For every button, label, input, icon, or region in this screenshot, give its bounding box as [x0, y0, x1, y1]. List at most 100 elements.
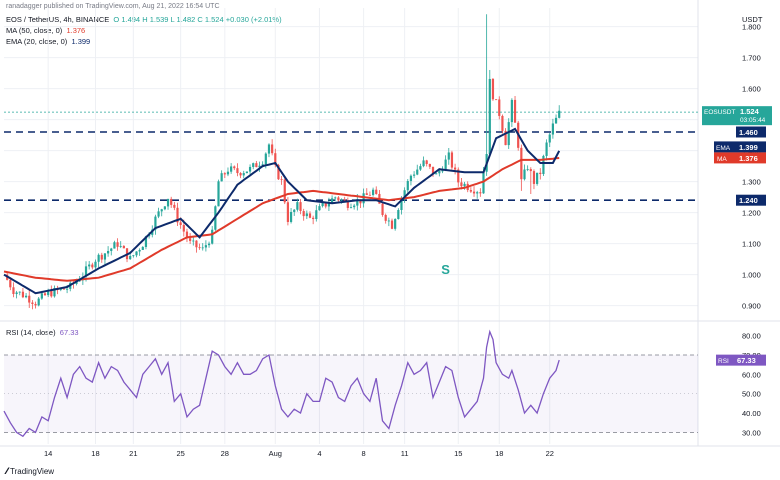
candle-up[interactable] — [119, 245, 122, 247]
candle-up[interactable] — [435, 173, 438, 175]
candle-down[interactable] — [116, 242, 119, 247]
candle-up[interactable] — [59, 288, 62, 290]
candle-down[interactable] — [504, 130, 507, 146]
candle-up[interactable] — [192, 240, 195, 242]
candle-down[interactable] — [381, 203, 384, 215]
candle-down[interactable] — [50, 290, 53, 297]
candle-up[interactable] — [160, 209, 163, 212]
candle-down[interactable] — [520, 147, 523, 180]
candle-up[interactable] — [558, 110, 561, 118]
candle-up[interactable] — [113, 242, 116, 249]
candle-up[interactable] — [75, 281, 78, 284]
candle-up[interactable] — [416, 169, 419, 175]
ma-legend[interactable]: MA (50, close, 0) 1.376 — [6, 26, 85, 35]
symbol-legend[interactable]: EOS / TetherUS, 4h, BINANCE O 1.494 H 1.… — [6, 15, 282, 24]
candle-up[interactable] — [15, 292, 18, 295]
candle-up[interactable] — [400, 197, 403, 211]
candle-down[interactable] — [176, 207, 179, 223]
candle-down[interactable] — [450, 152, 454, 168]
candle-down[interactable] — [501, 115, 504, 131]
candle-down[interactable] — [472, 191, 476, 194]
candle-up[interactable] — [53, 288, 56, 297]
candle-up[interactable] — [356, 199, 359, 206]
candle-down[interactable] — [43, 293, 47, 296]
rsi-line[interactable] — [3, 329, 560, 438]
candle-up[interactable] — [220, 173, 223, 182]
candle-down[interactable] — [312, 217, 315, 220]
candle-down[interactable] — [302, 211, 305, 217]
candle-down[interactable] — [539, 172, 542, 175]
candle-down[interactable] — [62, 288, 66, 290]
candle-down[interactable] — [491, 78, 495, 100]
candle-up[interactable] — [542, 155, 545, 175]
candle-up[interactable] — [548, 134, 551, 143]
candle-up[interactable] — [154, 216, 157, 230]
candle-up[interactable] — [144, 236, 148, 247]
candle-up[interactable] — [97, 254, 100, 262]
candle-down[interactable] — [239, 173, 242, 176]
candle-down[interactable] — [170, 198, 173, 205]
candle-down[interactable] — [368, 194, 372, 196]
candle-up[interactable] — [135, 251, 138, 256]
candle-up[interactable] — [201, 247, 204, 249]
candle-up[interactable] — [406, 181, 409, 191]
candle-up[interactable] — [258, 165, 261, 168]
candle-down[interactable] — [469, 190, 472, 192]
candle-up[interactable] — [551, 123, 554, 135]
candle-down[interactable] — [390, 220, 394, 229]
candle-down[interactable] — [359, 199, 362, 204]
candle-up[interactable] — [523, 169, 526, 180]
candle-down[interactable] — [343, 199, 346, 201]
candle-up[interactable] — [245, 171, 248, 174]
candle-up[interactable] — [409, 175, 413, 182]
candle-up[interactable] — [84, 266, 88, 277]
candle-up[interactable] — [261, 164, 264, 166]
candle-up[interactable] — [371, 189, 375, 195]
candle-up[interactable] — [207, 243, 211, 246]
candle-up[interactable] — [252, 163, 255, 167]
candle-down[interactable] — [495, 99, 498, 101]
candle-down[interactable] — [198, 247, 201, 249]
candle-down[interactable] — [532, 171, 536, 184]
candle-down[interactable] — [100, 254, 103, 260]
candle-up[interactable] — [447, 152, 450, 160]
candle-down[interactable] — [189, 238, 192, 241]
candle-up[interactable] — [230, 166, 233, 172]
candle-down[interactable] — [236, 168, 239, 174]
candle-up[interactable] — [242, 173, 245, 176]
candle-up[interactable] — [132, 255, 135, 257]
candle-down[interactable] — [255, 163, 258, 168]
candle-up[interactable] — [141, 246, 144, 250]
candle-up[interactable] — [103, 253, 107, 260]
candle-up[interactable] — [107, 250, 110, 254]
candle-down[interactable] — [428, 163, 431, 167]
candle-up[interactable] — [110, 248, 113, 251]
candle-up[interactable] — [264, 153, 267, 165]
candle-down[interactable] — [21, 291, 25, 298]
candle-down[interactable] — [308, 213, 312, 218]
candle-up[interactable] — [510, 99, 513, 123]
candle-up[interactable] — [37, 298, 40, 306]
candle-up[interactable] — [321, 202, 324, 207]
candle-down[interactable] — [346, 200, 349, 208]
rsi-legend[interactable]: RSI (14, close) 67.33 — [6, 328, 79, 337]
candle-up[interactable] — [353, 205, 356, 208]
candle-up[interactable] — [65, 288, 69, 290]
candle-up[interactable] — [88, 264, 91, 267]
candle-up[interactable] — [129, 256, 132, 260]
candle-up[interactable] — [397, 210, 400, 220]
candle-up[interactable] — [441, 170, 444, 172]
candle-up[interactable] — [163, 206, 166, 210]
ema20-line[interactable] — [3, 127, 561, 295]
ema-legend[interactable]: EMA (20, close, 0) 1.399 — [6, 37, 90, 46]
candle-down[interactable] — [454, 167, 457, 170]
candle-down[interactable] — [31, 302, 34, 304]
candle-up[interactable] — [536, 172, 539, 184]
candle-up[interactable] — [340, 199, 343, 201]
candle-down[interactable] — [91, 264, 94, 268]
candle-down[interactable] — [513, 99, 517, 123]
candle-down[interactable] — [337, 197, 340, 201]
candle-up[interactable] — [166, 198, 170, 207]
candle-down[interactable] — [274, 153, 277, 166]
candle-up[interactable] — [18, 291, 21, 293]
